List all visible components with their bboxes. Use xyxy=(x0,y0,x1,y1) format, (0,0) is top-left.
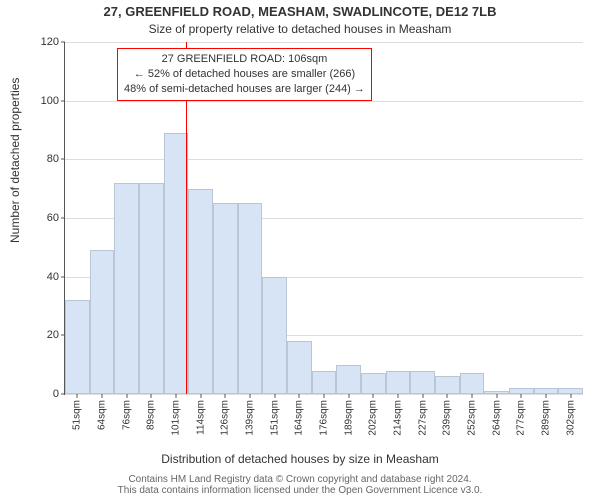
x-tick-label: 264sqm xyxy=(491,400,502,436)
chart-container: 27, GREENFIELD ROAD, MEASHAM, SWADLINCOT… xyxy=(0,0,600,500)
x-tick-mark xyxy=(348,394,349,398)
footer-line-2: This data contains information licensed … xyxy=(0,485,600,496)
x-tick-label: 176sqm xyxy=(319,400,330,436)
x-tick-mark xyxy=(521,394,522,398)
x-tick-label: 189sqm xyxy=(343,400,354,436)
histogram-bar xyxy=(262,277,287,394)
x-tick-mark xyxy=(324,394,325,398)
x-tick-mark xyxy=(299,394,300,398)
histogram-bar xyxy=(336,365,361,394)
y-tick-mark xyxy=(61,100,65,101)
y-tick-mark xyxy=(61,42,65,43)
x-tick-mark xyxy=(102,394,103,398)
histogram-bar xyxy=(139,183,164,394)
x-tick-label: 114sqm xyxy=(195,400,206,435)
x-tick-mark xyxy=(250,394,251,398)
x-tick-mark xyxy=(77,394,78,398)
x-tick-mark xyxy=(472,394,473,398)
y-tick-mark xyxy=(61,159,65,160)
gridline xyxy=(65,159,583,160)
x-tick-label: 76sqm xyxy=(121,400,132,430)
x-tick-mark xyxy=(422,394,423,398)
plot-area: 02040608010012051sqm64sqm76sqm89sqm101sq… xyxy=(64,42,583,395)
y-tick-label: 120 xyxy=(41,36,59,48)
footer-line-1: Contains HM Land Registry data © Crown c… xyxy=(0,474,600,485)
x-tick-mark xyxy=(398,394,399,398)
histogram-bar xyxy=(188,189,213,394)
y-tick-label: 100 xyxy=(41,95,59,107)
histogram-bar xyxy=(238,203,263,394)
gridline xyxy=(65,42,583,43)
histogram-bar xyxy=(312,371,337,394)
x-tick-label: 151sqm xyxy=(269,400,280,436)
histogram-bar xyxy=(287,341,312,394)
y-tick-label: 0 xyxy=(53,388,59,400)
x-tick-label: 252sqm xyxy=(467,400,478,436)
x-tick-mark xyxy=(200,394,201,398)
y-tick-mark xyxy=(61,218,65,219)
x-tick-label: 164sqm xyxy=(294,400,305,436)
annotation-box: 27 GREENFIELD ROAD: 106sqm ← 52% of deta… xyxy=(117,48,372,101)
x-tick-label: 51sqm xyxy=(72,400,83,430)
histogram-bar xyxy=(410,371,435,394)
x-tick-label: 139sqm xyxy=(245,400,256,436)
x-tick-label: 277sqm xyxy=(516,400,527,436)
gridline xyxy=(65,101,583,102)
y-axis-label: Number of detached properties xyxy=(8,78,22,243)
chart-title: 27, GREENFIELD ROAD, MEASHAM, SWADLINCOT… xyxy=(0,4,600,19)
histogram-bar xyxy=(90,250,115,394)
footer: Contains HM Land Registry data © Crown c… xyxy=(0,474,600,496)
x-tick-label: 239sqm xyxy=(442,400,453,436)
x-tick-mark xyxy=(570,394,571,398)
x-tick-mark xyxy=(373,394,374,398)
x-tick-mark xyxy=(447,394,448,398)
x-tick-mark xyxy=(225,394,226,398)
y-tick-label: 20 xyxy=(47,329,59,341)
histogram-bar xyxy=(213,203,238,394)
x-tick-label: 289sqm xyxy=(541,400,552,436)
histogram-bar xyxy=(435,376,460,394)
histogram-bar xyxy=(65,300,90,394)
x-tick-mark xyxy=(496,394,497,398)
x-axis-label: Distribution of detached houses by size … xyxy=(0,452,600,466)
x-tick-label: 202sqm xyxy=(368,400,379,436)
x-tick-mark xyxy=(151,394,152,398)
y-tick-mark xyxy=(61,276,65,277)
histogram-bar xyxy=(114,183,139,394)
x-tick-label: 64sqm xyxy=(97,400,108,430)
annotation-line-1: 27 GREENFIELD ROAD: 106sqm xyxy=(124,52,365,67)
x-tick-mark xyxy=(546,394,547,398)
x-tick-label: 101sqm xyxy=(171,400,182,436)
x-tick-mark xyxy=(126,394,127,398)
y-tick-label: 80 xyxy=(47,153,59,165)
histogram-bar xyxy=(361,373,386,394)
histogram-bar xyxy=(386,371,411,394)
x-tick-label: 214sqm xyxy=(393,400,404,436)
annotation-line-3: 48% of semi-detached houses are larger (… xyxy=(124,82,365,97)
histogram-bar xyxy=(164,133,189,394)
x-tick-label: 126sqm xyxy=(220,400,231,436)
annotation-line-2: ← 52% of detached houses are smaller (26… xyxy=(124,67,365,82)
x-tick-label: 302sqm xyxy=(565,400,576,436)
x-tick-label: 89sqm xyxy=(146,400,157,430)
histogram-bar xyxy=(460,373,485,394)
chart-subtitle: Size of property relative to detached ho… xyxy=(0,22,600,36)
x-tick-label: 227sqm xyxy=(417,400,428,436)
x-tick-mark xyxy=(274,394,275,398)
y-tick-label: 40 xyxy=(47,271,59,283)
y-tick-label: 60 xyxy=(47,212,59,224)
x-tick-mark xyxy=(176,394,177,398)
